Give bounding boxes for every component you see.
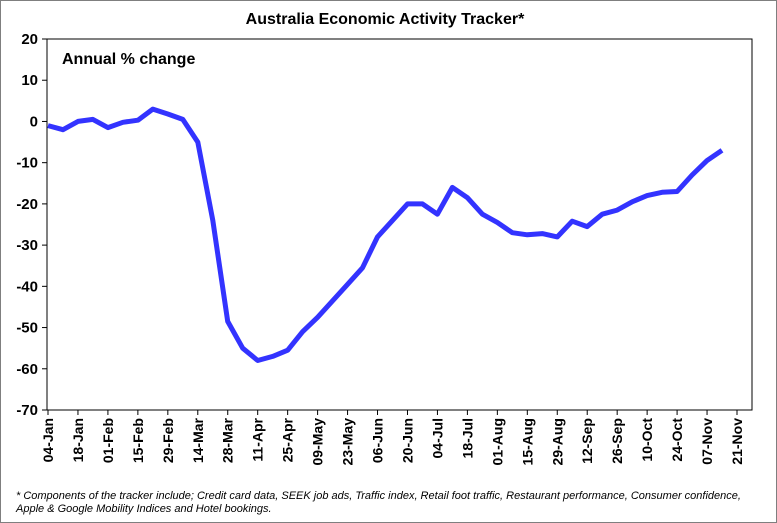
x-tick-label: 06-Jun	[370, 418, 386, 463]
x-tick-label: 18-Jul	[459, 418, 475, 458]
x-tick-label: 28-Mar	[220, 417, 236, 463]
x-tick-label: 04-Jul	[429, 418, 445, 458]
y-tick-label: -20	[16, 196, 38, 213]
x-tick-label: 14-Mar	[190, 417, 206, 463]
y-tick-label: -60	[16, 361, 38, 378]
x-tick-label: 04-Jan	[40, 418, 56, 462]
y-tick-label: 0	[30, 113, 38, 130]
x-tick-label: 10-Oct	[639, 418, 655, 462]
y-tick-label: -10	[16, 155, 38, 172]
x-tick-label: 15-Aug	[519, 418, 535, 465]
x-tick-label: 18-Jan	[70, 418, 86, 462]
chart-title: Australia Economic Activity Tracker*	[246, 11, 525, 28]
x-tick-label: 15-Feb	[130, 418, 146, 463]
series-line	[47, 106, 724, 363]
x-tick-label: 11-Apr	[250, 417, 266, 461]
series-layer	[47, 106, 724, 363]
y-tick-label: -40	[16, 278, 38, 295]
x-tick-label: 09-May	[310, 418, 326, 466]
x-tick-label: 26-Sep	[609, 418, 625, 464]
x-tick-label: 29-Aug	[549, 418, 565, 465]
x-tick-label: 25-Apr	[280, 417, 296, 462]
x-tick-label: 01-Aug	[489, 418, 505, 465]
y-tick-label: 20	[21, 31, 38, 48]
x-tick-label: 29-Feb	[160, 418, 176, 463]
x-tick-label: 24-Oct	[669, 418, 685, 462]
y-tick-label: -30	[16, 237, 38, 254]
footnote: * Components of the tracker include; Cre…	[16, 490, 741, 515]
y-tick-label: 10	[21, 72, 38, 89]
y-tick-label: -70	[16, 402, 38, 419]
y-axis: 20 10 0 -10 -20 -30 -40 -50 -60 -70	[16, 31, 47, 419]
x-tick-label: 20-Jun	[399, 418, 415, 463]
y-tick-label: -50	[16, 320, 38, 337]
x-axis: 04-Jan 18-Jan 01-Feb 15-Feb 29-Feb 14-Mar 28-M…	[40, 410, 745, 465]
x-tick-label: 23-May	[340, 418, 356, 466]
plot-area	[46, 38, 753, 411]
x-tick-label: 01-Feb	[100, 418, 116, 463]
x-tick-label: 21-Nov	[729, 418, 745, 465]
units-annotation: Annual % change	[62, 51, 195, 68]
x-tick-label: 07-Nov	[699, 418, 715, 465]
x-tick-label: 12-Sep	[579, 418, 595, 464]
